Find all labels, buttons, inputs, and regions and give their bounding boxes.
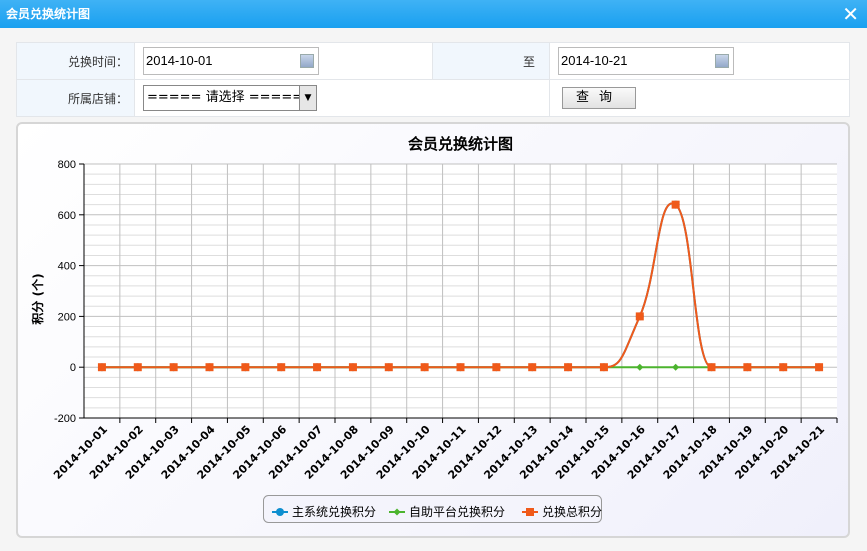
store-label: 所属店铺：	[16, 79, 135, 117]
store-select[interactable]: ===== 请选择 ===== ▼	[143, 85, 317, 111]
data-point	[384, 363, 393, 372]
data-point	[492, 363, 501, 372]
data-point	[528, 363, 537, 372]
close-icon[interactable]: ✕	[842, 2, 859, 26]
end-date-input[interactable]: 2014-10-21	[558, 47, 734, 75]
data-point	[707, 363, 716, 372]
start-date-input[interactable]: 2014-10-01	[143, 47, 319, 75]
window-title: 会员兑换统计图	[6, 7, 91, 21]
legend-label[interactable]: 自助平台兑换积分	[409, 504, 505, 519]
query-button[interactable]: 查询	[562, 87, 636, 109]
data-point	[635, 312, 644, 321]
data-point	[815, 363, 824, 372]
to-label: 至	[432, 42, 550, 80]
legend-marker	[276, 508, 284, 516]
y-axis-label: 积分 (个)	[30, 273, 45, 324]
calendar-icon[interactable]	[300, 54, 314, 68]
legend-marker	[526, 508, 534, 516]
series-line	[101, 202, 820, 369]
legend	[263, 495, 602, 523]
data-point	[672, 363, 680, 371]
data-point	[420, 363, 429, 372]
calendar-icon[interactable]	[715, 54, 729, 68]
data-point	[97, 363, 106, 372]
y-tick-label: -200	[54, 413, 76, 425]
y-tick-label: 800	[58, 159, 76, 171]
data-point	[636, 363, 644, 371]
y-tick-label: 400	[58, 261, 76, 273]
chart-title: 会员兑换统计图	[408, 135, 513, 153]
legend-marker	[393, 508, 401, 516]
end-date-value: 2014-10-21	[561, 53, 628, 68]
data-point	[133, 363, 142, 372]
plot-area	[84, 164, 837, 418]
data-point	[671, 200, 680, 209]
data-point	[599, 363, 608, 372]
y-tick-label: 200	[58, 311, 76, 323]
data-point	[205, 363, 214, 372]
data-point	[348, 363, 357, 372]
y-tick-label: 0	[70, 362, 76, 374]
legend-label[interactable]: 主系统兑换积分	[292, 505, 376, 519]
y-tick-label: 600	[58, 210, 76, 222]
data-point	[564, 363, 573, 372]
window-titlebar: 会员兑换统计图 ✕	[0, 0, 867, 28]
data-point	[277, 363, 286, 372]
data-point	[779, 363, 788, 372]
start-date-value: 2014-10-01	[146, 53, 213, 68]
filter-form: 兑换时间： 2014-10-01 至 2014-10-21 所属店铺： ====…	[16, 42, 850, 117]
store-select-value: ===== 请选择 =====	[147, 90, 304, 105]
data-point	[313, 363, 322, 372]
chevron-down-icon[interactable]: ▼	[299, 86, 316, 110]
data-point	[743, 363, 752, 372]
data-point	[169, 363, 178, 372]
data-point	[241, 363, 250, 372]
data-point	[456, 363, 465, 372]
legend-label[interactable]: 兑换总积分	[542, 505, 602, 519]
time-label: 兑换时间：	[16, 42, 135, 80]
